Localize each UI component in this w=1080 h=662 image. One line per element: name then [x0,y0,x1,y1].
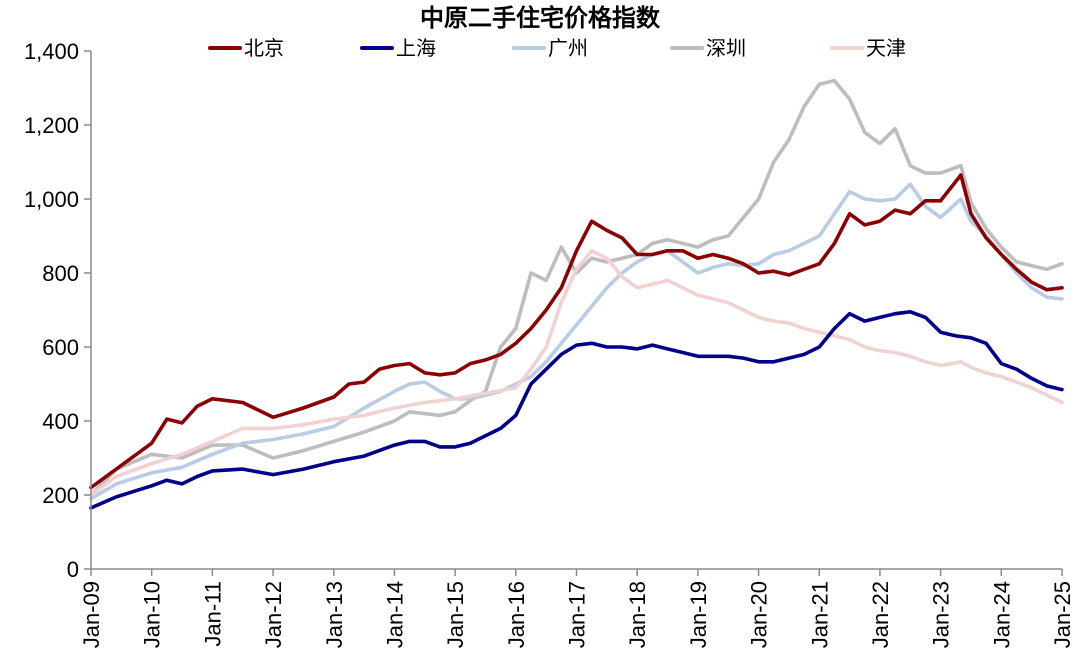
legend-label: 天津 [866,36,906,60]
series-line-0 [89,173,1064,490]
y-tick-label: 1,200 [24,113,79,138]
series-layer [89,78,1064,510]
legend-label: 深圳 [706,36,746,60]
y-tick-label: 400 [42,409,79,434]
series-line-4 [89,249,1064,497]
y-tick-label: 800 [42,261,79,286]
legend: 北京 上海 广州 深圳 天津 [208,36,906,60]
x-tick-label: Jan-25 [1050,581,1075,648]
x-tick-label: Jan-16 [504,581,529,648]
y-tick-label: 1,000 [24,187,79,212]
y-tick-label: 1,400 [24,39,79,64]
x-ticks: Jan-09 Jan-10 Jan-11 Jan-12 Jan-13 Jan-14 Jan-… [79,569,1075,648]
legend-label: 广州 [548,36,588,60]
x-tick-label: Jan-12 [261,581,286,648]
y-ticks: 0 200 400 600 800 1,000 1,200 1,400 [24,39,91,582]
x-tick-label: Jan-23 [929,581,954,648]
x-tick-label: Jan-14 [382,581,407,648]
x-tick-label: Jan-13 [322,581,347,648]
x-tick-label: Jan-15 [443,581,468,648]
legend-label: 北京 [244,36,284,60]
x-tick-label: Jan-19 [686,581,711,648]
x-tick-label: Jan-24 [989,581,1014,648]
x-tick-label: Jan-17 [565,581,590,648]
series-line-2 [89,182,1064,501]
x-tick-label: Jan-18 [625,581,650,648]
axes-layer [90,51,1062,570]
series-line-3 [89,78,1064,497]
legend-label: 上海 [396,36,436,60]
x-tick-label: Jan-09 [79,581,104,648]
x-tick-label: Jan-21 [807,581,832,648]
x-tick-label: Jan-10 [140,581,165,648]
x-tick-label: Jan-22 [868,581,893,648]
y-tick-label: 0 [67,557,79,582]
x-tick-label: Jan-11 [200,581,225,647]
x-tick-label: Jan-20 [747,581,772,648]
y-tick-label: 200 [42,483,79,508]
chart-title: 中原二手住宅价格指数 [420,4,661,32]
series-line-1 [89,309,1064,510]
y-tick-label: 600 [42,335,79,360]
